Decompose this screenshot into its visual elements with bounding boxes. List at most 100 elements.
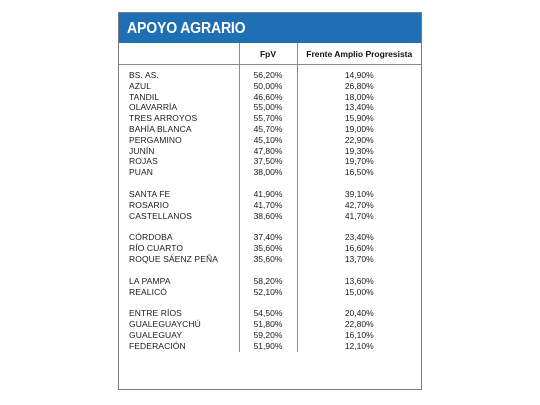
fap-percent-cell: 19,70% (296, 156, 421, 168)
table-row: TANDIL 46,60% 18,00% (119, 91, 421, 103)
location-cell: BAHÍA BLANCA (129, 123, 192, 134)
location-cell: OLAVARRÍA (129, 102, 178, 113)
location-cell: GUALEGUAY (129, 329, 183, 340)
fap-percent-cell: 13,70% (296, 253, 421, 265)
fpv-percent-cell: 58,20% (238, 275, 297, 287)
spacer-cell (119, 178, 239, 189)
fap-percent-cell: 19,30% (296, 145, 421, 157)
fpv-percent-cell: 46,60% (238, 91, 297, 103)
fpv-percent-cell: 47,80% (238, 145, 297, 157)
table-row: PERGAMINO 45,10% 22,90% (119, 134, 421, 146)
table-body: BS. AS. 56,20% 14,90% AZUL 50,00% 26,80% TANDI… (119, 64, 421, 352)
spacer-cell (296, 64, 421, 70)
table-header-row: FpV Frente Amplio Progresista (119, 43, 421, 65)
results-card: APOYO AGRARIO FpV Frente Amplio Progresi… (118, 12, 422, 390)
fpv-percent-cell: 37,50% (238, 156, 297, 168)
fap-percent-cell: 15,00% (296, 286, 421, 298)
fpv-percent-cell: 51,90% (238, 340, 297, 352)
fap-percent-cell: 16,60% (296, 243, 421, 254)
fap-percent-cell: 23,40% (296, 232, 421, 244)
table-row: JUNÍN 47,80% 19,30% (119, 145, 421, 157)
location-cell: RÍO CUARTO (129, 243, 184, 254)
table-row: OLAVARRÍA 55,00% 13,40% (119, 102, 421, 114)
table-row: RÍO CUARTO 35,60% 16,60% (119, 243, 421, 254)
fpv-percent-cell: 38,00% (238, 167, 297, 178)
location-cell: ROSARIO (129, 199, 169, 210)
group-spacer (119, 264, 421, 276)
table-row: SANTA FE 41,90% 39,10% (119, 188, 421, 200)
fap-percent-cell: 22,90% (296, 134, 421, 146)
location-cell: TRES ARROYOS (129, 113, 198, 124)
table-row: AZUL 50,00% 26,80% (119, 80, 421, 92)
location-cell: PUAN (129, 167, 154, 178)
fap-percent-cell: 41,70% (296, 210, 421, 222)
fap-percent-cell: 15,90% (296, 113, 421, 124)
fpv-percent-cell: 45,10% (238, 134, 297, 146)
table-row: CASTELLANOS 38,60% 41,70% (119, 210, 421, 222)
fpv-percent-cell: 50,00% (238, 80, 297, 92)
spacer-cell (238, 221, 297, 233)
table-row: BAHÍA BLANCA 45,70% 19,00% (119, 123, 421, 135)
fpv-percent-cell: 52,10% (238, 286, 297, 298)
fpv-percent-cell: 56,20% (238, 70, 297, 81)
spacer-cell (238, 297, 297, 309)
location-cell: ROQUE SÁENZ PEÑA (129, 253, 218, 264)
fpv-percent-cell: 59,20% (238, 329, 297, 341)
table-row: LA PAMPA 58,20% 13,60% (119, 275, 421, 287)
fpv-percent-cell: 54,50% (238, 308, 297, 320)
fpv-percent-cell: 51,80% (238, 319, 297, 330)
table-row: GUALEGUAYCHÚ 51,80% 22,80% (119, 319, 421, 330)
spacer-cell (119, 265, 239, 276)
fpv-percent-cell: 38,60% (238, 210, 297, 222)
header-fap: Frente Amplio Progresista (296, 43, 421, 65)
location-cell: ROJAS (129, 156, 158, 167)
fpv-percent-cell: 37,40% (238, 232, 297, 244)
fap-percent-cell: 20,40% (296, 308, 421, 320)
location-cell: FEDERACIÓN (129, 340, 186, 351)
fap-percent-cell: 12,10% (296, 340, 421, 352)
location-cell: BS. AS. (129, 70, 159, 80)
location-cell: LA PAMPA (129, 275, 171, 286)
results-table: FpV Frente Amplio Progresista BS. AS. 56,… (119, 43, 421, 352)
group-spacer (119, 297, 421, 309)
card-title: APOYO AGRARIO (127, 20, 246, 37)
group-spacer (119, 64, 421, 70)
table-row: ROJAS 37,50% 19,70% (119, 156, 421, 168)
location-cell: AZUL (129, 80, 152, 91)
table-row: BS. AS. 56,20% 14,90% (119, 70, 421, 81)
fap-percent-cell: 22,80% (296, 319, 421, 330)
spacer-cell (296, 177, 421, 189)
spacer-cell (119, 297, 239, 308)
table-row: ROSARIO 41,70% 42,70% (119, 199, 421, 211)
fap-percent-cell: 42,70% (296, 199, 421, 211)
group-spacer (119, 177, 421, 189)
fpv-percent-cell: 45,70% (238, 123, 297, 135)
fap-percent-cell: 14,90% (296, 70, 421, 81)
location-cell: SANTA FE (129, 188, 171, 199)
location-cell: JUNÍN (129, 145, 155, 156)
location-cell: ENTRE RÍOS (129, 308, 182, 319)
card-title-bar: APOYO AGRARIO (119, 13, 421, 43)
fap-percent-cell: 18,00% (296, 91, 421, 103)
fpv-percent-cell: 55,70% (238, 113, 297, 124)
fap-percent-cell: 13,40% (296, 102, 421, 114)
header-fpv: FpV (238, 43, 297, 65)
fap-percent-cell: 13,60% (296, 275, 421, 287)
fap-percent-cell: 26,80% (296, 80, 421, 92)
table-row: FEDERACIÓN 51,90% 12,10% (119, 340, 421, 352)
location-cell: GUALEGUAYCHÚ (129, 319, 201, 330)
fpv-percent-cell: 35,60% (238, 243, 297, 254)
fpv-percent-cell: 35,60% (238, 253, 297, 265)
fap-percent-cell: 16,10% (296, 329, 421, 341)
table-row: REALICÓ 52,10% 15,00% (119, 286, 421, 298)
fpv-percent-cell: 55,00% (238, 102, 297, 114)
spacer-cell (296, 297, 421, 309)
fap-percent-cell: 19,00% (296, 123, 421, 135)
table-row: ROQUE SÁENZ PEÑA 35,60% 13,70% (119, 253, 421, 265)
fap-percent-cell: 39,10% (296, 188, 421, 200)
location-cell: REALICÓ (129, 286, 168, 297)
spacer-cell (296, 221, 421, 233)
spacer-cell (238, 64, 297, 70)
location-cell: CÓRDOBA (129, 232, 173, 243)
spacer-cell (119, 221, 239, 232)
